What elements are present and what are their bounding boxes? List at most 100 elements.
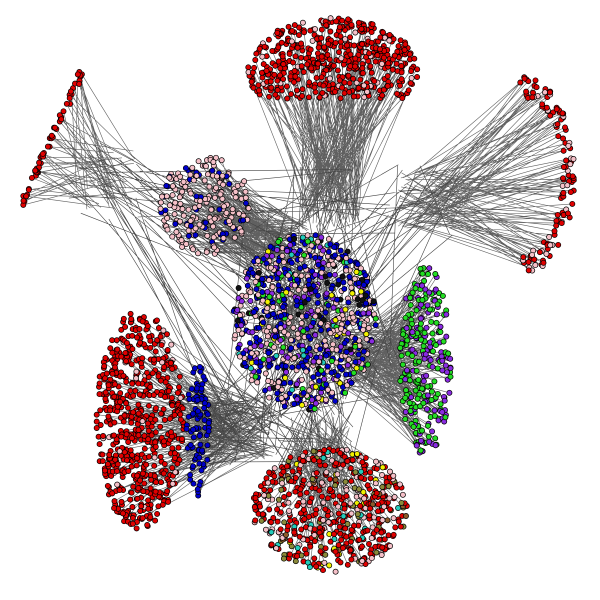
graph-node xyxy=(311,526,318,533)
graph-node xyxy=(292,73,299,80)
graph-node xyxy=(268,541,275,548)
graph-node xyxy=(134,455,140,462)
graph-node xyxy=(315,292,321,299)
graph-node xyxy=(164,488,171,495)
graph-node xyxy=(288,337,295,343)
graph-node xyxy=(281,328,288,335)
graph-node xyxy=(391,494,398,500)
graph-node xyxy=(300,498,307,505)
graph-node xyxy=(144,323,151,330)
graph-node xyxy=(372,58,379,65)
graph-node xyxy=(297,486,304,493)
graph-node xyxy=(287,379,294,386)
graph-node xyxy=(341,340,348,347)
graph-node xyxy=(400,331,407,338)
graph-node xyxy=(520,254,527,261)
graph-node xyxy=(339,545,346,551)
graph-node xyxy=(517,79,524,86)
graph-node xyxy=(105,382,112,389)
graph-node xyxy=(266,506,273,513)
graph-node xyxy=(359,41,366,48)
graph-node xyxy=(135,432,142,439)
graph-node xyxy=(298,526,305,533)
graph-node xyxy=(259,289,266,296)
graph-node xyxy=(274,383,281,390)
graph-node xyxy=(151,356,157,363)
graph-node xyxy=(337,450,344,457)
graph-node xyxy=(411,55,418,62)
graph-node xyxy=(120,315,127,322)
graph-node xyxy=(198,385,205,392)
graph-node xyxy=(360,326,367,333)
graph-node xyxy=(327,15,334,22)
graph-node xyxy=(114,481,121,488)
graph-node xyxy=(179,405,186,412)
graph-node xyxy=(309,476,316,483)
graph-node xyxy=(138,360,145,367)
graph-node xyxy=(235,327,242,334)
graph-node xyxy=(407,80,414,87)
graph-node xyxy=(190,426,197,433)
graph-node xyxy=(194,397,201,404)
graph-node xyxy=(242,188,249,195)
graph-node xyxy=(140,488,147,495)
graph-node xyxy=(551,228,558,235)
graph-node xyxy=(323,290,330,297)
graph-node xyxy=(253,334,260,341)
graph-nodes xyxy=(20,15,577,575)
graph-node xyxy=(188,223,194,229)
graph-node xyxy=(379,92,386,99)
graph-node xyxy=(284,248,291,254)
graph-node xyxy=(179,436,185,442)
graph-node xyxy=(417,315,424,322)
graph-node xyxy=(163,182,170,189)
graph-node xyxy=(432,442,439,449)
graph-node xyxy=(250,84,257,91)
graph-node xyxy=(122,349,129,356)
graph-node xyxy=(123,457,130,464)
graph-node xyxy=(369,21,376,28)
graph-node xyxy=(320,499,327,506)
graph-node xyxy=(238,298,245,305)
graph-node xyxy=(380,54,387,61)
graph-node xyxy=(177,416,184,423)
graph-node xyxy=(254,379,261,386)
graph-node xyxy=(359,459,366,466)
graph-node xyxy=(261,486,268,493)
graph-node xyxy=(205,419,212,426)
graph-node xyxy=(318,479,325,486)
graph-node xyxy=(297,265,303,272)
graph-node xyxy=(373,458,379,465)
graph-node xyxy=(379,464,386,471)
left-blue-cluster xyxy=(183,363,213,499)
graph-node xyxy=(245,64,252,71)
graph-node xyxy=(330,341,336,348)
graph-node xyxy=(147,514,154,521)
graph-node xyxy=(348,21,355,28)
graph-node xyxy=(177,411,184,418)
graph-node xyxy=(381,536,388,543)
graph-node xyxy=(155,503,162,510)
graph-node xyxy=(529,94,536,101)
graph-node xyxy=(348,556,355,563)
graph-node xyxy=(395,43,402,50)
graph-node xyxy=(226,181,233,187)
graph-node xyxy=(112,364,118,371)
graph-node xyxy=(346,273,353,280)
graph-node xyxy=(386,495,393,502)
graph-node xyxy=(267,264,274,271)
graph-node xyxy=(266,277,272,284)
graph-node xyxy=(160,438,167,445)
graph-node xyxy=(251,64,258,71)
graph-node xyxy=(349,290,356,297)
graph-node xyxy=(437,323,444,330)
graph-node xyxy=(272,62,279,69)
graph-node xyxy=(267,78,274,85)
graph-node xyxy=(161,461,168,467)
graph-node xyxy=(540,259,547,266)
graph-node xyxy=(325,519,332,526)
graph-node xyxy=(105,413,112,420)
graph-node xyxy=(554,121,561,128)
graph-node xyxy=(300,389,307,396)
graph-node xyxy=(283,289,290,296)
